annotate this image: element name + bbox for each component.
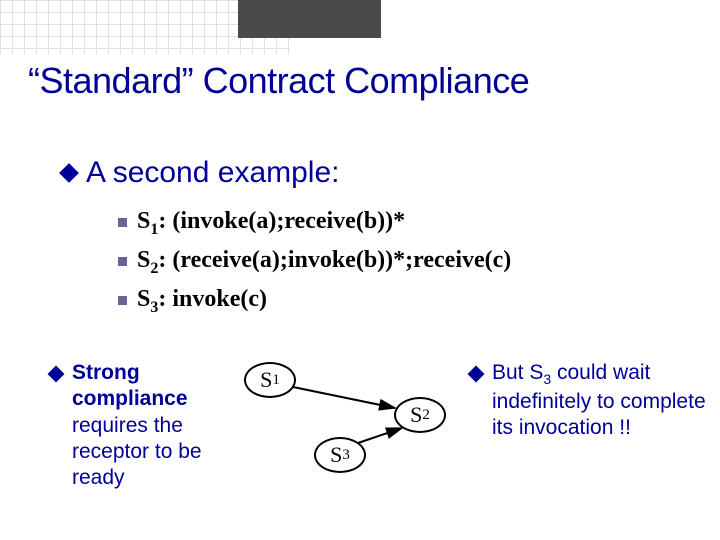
sub-item-text: S1: (invoke(a);receive(b))* xyxy=(137,208,405,239)
sub-item-text: S3: invoke(c) xyxy=(137,286,267,317)
square-icon xyxy=(118,296,127,305)
square-icon xyxy=(118,218,127,227)
list-item: S3: invoke(c) xyxy=(118,286,511,317)
node-s1: S1 xyxy=(244,362,296,398)
diamond-icon xyxy=(48,366,65,383)
diagram: S1 S2 S3 xyxy=(230,350,460,500)
node-s2: S2 xyxy=(394,397,446,433)
sub-list: S1: (invoke(a);receive(b))* S2: (receive… xyxy=(118,208,511,324)
list-item: S2: (receive(a);invoke(b))*;receive(c) xyxy=(118,247,511,278)
main-bullet: A second example: xyxy=(62,156,340,190)
diamond-icon xyxy=(59,163,79,183)
diamond-icon xyxy=(468,366,485,383)
left-text: Strong compliance requires the receptor … xyxy=(72,360,228,491)
square-icon xyxy=(118,257,127,266)
node-s3: S3 xyxy=(314,437,366,473)
main-bullet-text: A second example: xyxy=(86,156,340,190)
list-item: S1: (invoke(a);receive(b))* xyxy=(118,208,511,239)
slide-title: “Standard” Contract Compliance xyxy=(28,60,529,102)
right-text: But S3 could wait indefinitely to comple… xyxy=(492,360,710,441)
dark-box xyxy=(238,0,381,38)
sub-item-text: S2: (receive(a);invoke(b))*;receive(c) xyxy=(137,247,511,278)
header-strip xyxy=(0,0,720,54)
